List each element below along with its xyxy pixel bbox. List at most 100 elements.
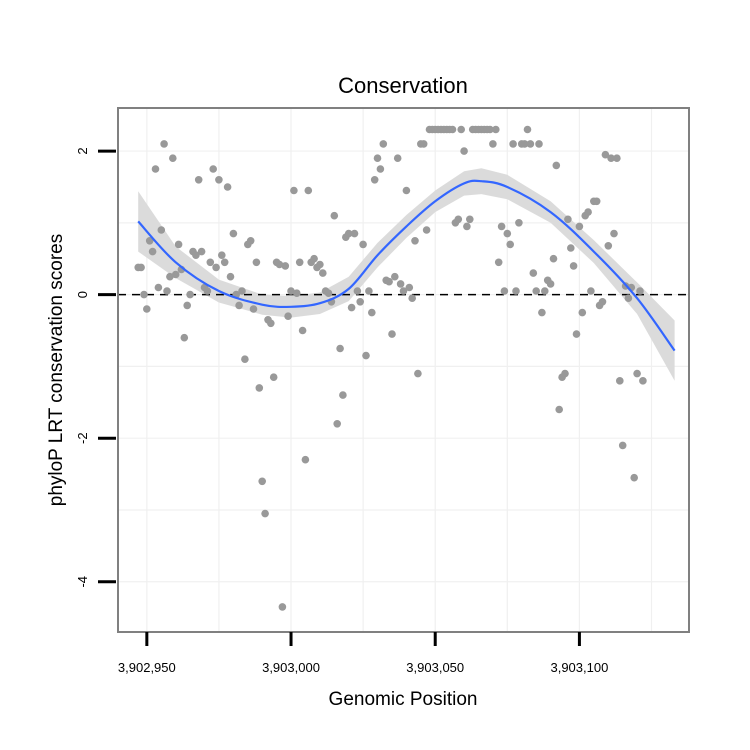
smooth-line: [137, 179, 676, 352]
x-tick-label: 3,903,000: [262, 660, 320, 675]
data-point: [186, 290, 194, 299]
data-point: [330, 211, 339, 220]
data-point: [350, 229, 359, 238]
data-point: [598, 298, 607, 306]
data-point: [523, 125, 532, 134]
data-point: [578, 308, 587, 317]
data-point: [636, 287, 644, 295]
data-point: [575, 222, 584, 231]
data-point: [223, 183, 232, 191]
data-point: [365, 287, 373, 295]
data-point: [218, 251, 226, 259]
data-point: [564, 215, 572, 224]
axes: 3,902,950 3,903,000 3,903,050 3,903,100 2 0 -2…: [75, 147, 608, 675]
data-point: [226, 272, 235, 281]
data-point: [633, 369, 641, 378]
data-point: [160, 140, 168, 148]
x-tick-label: 3,902,950: [118, 660, 176, 675]
data-point: [284, 312, 292, 321]
data-point: [304, 186, 313, 195]
data-point: [192, 251, 200, 259]
data-point: [359, 240, 367, 249]
data-point: [180, 333, 189, 342]
data-point: [183, 301, 191, 310]
data-point: [572, 330, 581, 338]
y-tick-label: 0: [75, 291, 90, 298]
data-point: [293, 289, 301, 298]
data-point: [506, 240, 514, 249]
data-point: [324, 289, 333, 298]
data-point: [538, 308, 546, 317]
data-point: [252, 258, 261, 267]
data-point: [212, 263, 220, 272]
data-point: [261, 509, 269, 518]
data-point: [148, 247, 157, 256]
data-point: [569, 262, 578, 270]
data-point: [399, 287, 408, 295]
data-point: [503, 229, 512, 238]
x-tick-label: 3,903,100: [550, 660, 608, 675]
data-point: [267, 319, 275, 328]
data-point: [344, 229, 353, 238]
data-point: [460, 147, 468, 155]
data-point: [604, 242, 613, 250]
data-point: [546, 280, 555, 288]
data-point: [310, 254, 318, 263]
data-point: [509, 140, 517, 148]
data-point: [393, 154, 402, 162]
data-point: [529, 269, 538, 277]
data-point: [241, 355, 249, 364]
data-point: [347, 303, 356, 312]
data-point: [567, 244, 575, 252]
data-point: [235, 301, 243, 310]
data-point: [466, 215, 474, 224]
data-point: [391, 272, 399, 281]
data-point: [163, 287, 171, 295]
data-point: [368, 308, 376, 317]
data-point: [587, 287, 595, 295]
data-point: [319, 269, 327, 277]
data-point: [486, 125, 494, 134]
data-point: [396, 280, 405, 288]
y-axis-title: phyloP LRT conservation scores: [46, 234, 67, 507]
y-tick-label: 2: [75, 147, 90, 154]
data-point: [145, 237, 154, 245]
data-point: [336, 344, 344, 353]
panel-border: [117, 107, 690, 633]
data-point: [255, 384, 264, 392]
data-point: [607, 154, 615, 162]
data-point: [532, 287, 540, 295]
data-point: [613, 154, 621, 162]
data-point: [584, 208, 592, 216]
data-point: [316, 260, 324, 269]
points-group: [134, 125, 647, 611]
data-point: [275, 260, 284, 269]
data-point: [454, 215, 463, 224]
data-point: [295, 258, 304, 267]
data-point: [494, 258, 503, 267]
data-point: [206, 258, 215, 267]
panel-background: [118, 108, 689, 632]
data-point: [258, 477, 267, 486]
data-point: [552, 161, 561, 170]
data-point: [140, 290, 148, 299]
data-point: [209, 165, 217, 173]
data-point: [555, 405, 563, 414]
data-point: [203, 287, 212, 295]
data-point: [151, 165, 160, 173]
data-point: [238, 287, 246, 295]
smooth-line-group: [137, 179, 676, 352]
data-point: [526, 140, 535, 148]
data-point: [388, 330, 396, 338]
data-point: [157, 226, 166, 234]
data-point: [370, 176, 379, 184]
data-point: [592, 197, 601, 206]
data-point: [422, 226, 431, 234]
data-point: [463, 222, 471, 231]
data-point: [639, 377, 647, 385]
data-point: [515, 219, 523, 227]
data-point: [489, 140, 497, 148]
data-point: [414, 369, 422, 378]
data-point: [616, 377, 624, 385]
data-point: [457, 125, 466, 134]
